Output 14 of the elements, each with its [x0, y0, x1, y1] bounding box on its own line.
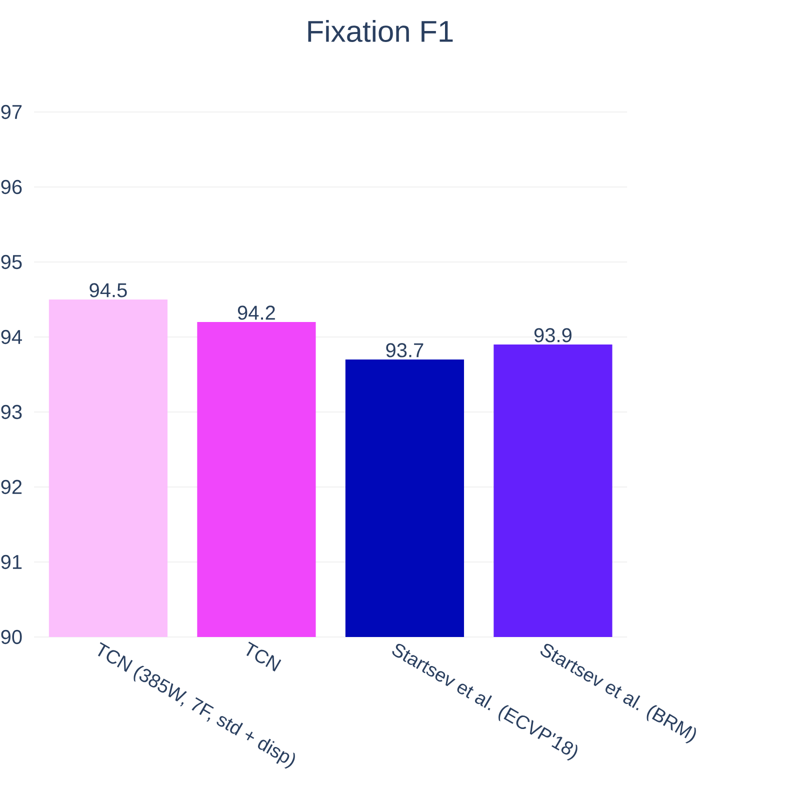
data-label: 93.7 [386, 343, 424, 358]
y-tick-label: 93 [1, 404, 22, 420]
y-tick-label: 94 [1, 330, 22, 344]
data-label: 93.9 [534, 328, 572, 342]
y-tick-label: 90 [1, 630, 22, 644]
data-label: 94.5 [90, 283, 127, 298]
y-tick-label: 97 [1, 104, 22, 120]
x-tick-label: TCN [246, 642, 282, 672]
y-tick-label: 96 [1, 180, 22, 194]
y-tick-label: 91 [1, 554, 22, 570]
data-label: 94.2 [238, 306, 275, 320]
y-tick-label: 95 [1, 254, 22, 270]
chart-title: Fixation F1 [308, 20, 453, 42]
y-tick-label: 92 [1, 480, 22, 494]
